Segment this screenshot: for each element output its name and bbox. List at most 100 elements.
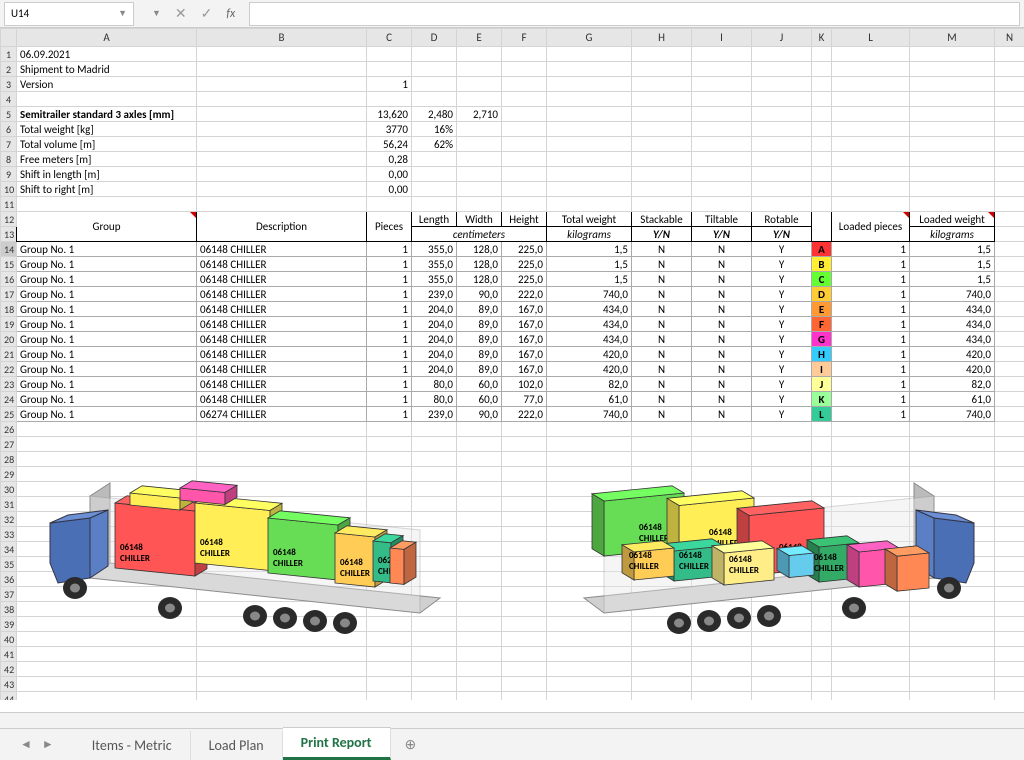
- cell-A26[interactable]: [17, 422, 197, 437]
- cell-M43[interactable]: [910, 677, 995, 692]
- row-header-6[interactable]: 6: [1, 122, 17, 137]
- cell-F43[interactable]: [502, 677, 547, 692]
- row-header-38[interactable]: 38: [1, 602, 17, 617]
- cell-B5[interactable]: [197, 107, 367, 122]
- cell-lw-15[interactable]: 1,5: [910, 257, 995, 272]
- cell-A4[interactable]: [17, 92, 197, 107]
- name-box[interactable]: U14 ▼: [4, 2, 134, 26]
- cell-r-19[interactable]: Y: [752, 317, 812, 332]
- row-header-44[interactable]: 44: [1, 692, 17, 701]
- cell-J10[interactable]: [752, 182, 812, 197]
- row-header-37[interactable]: 37: [1, 587, 17, 602]
- cell-h-14[interactable]: 225,0: [502, 242, 547, 257]
- cell-I26[interactable]: [692, 422, 752, 437]
- cell-J9[interactable]: [752, 167, 812, 182]
- cell-N43[interactable]: [995, 677, 1024, 692]
- cell-desc-14[interactable]: 06148 CHILLER: [197, 242, 367, 257]
- cell-lp-15[interactable]: 1: [832, 257, 910, 272]
- cell-I9[interactable]: [692, 167, 752, 182]
- cell-desc-16[interactable]: 06148 CHILLER: [197, 272, 367, 287]
- row-header-28[interactable]: 28: [1, 452, 17, 467]
- cell-D1[interactable]: [412, 47, 457, 62]
- cell-h-18[interactable]: 167,0: [502, 302, 547, 317]
- cell-M10[interactable]: [910, 182, 995, 197]
- cell-s-19[interactable]: N: [632, 317, 692, 332]
- cell-lp-24[interactable]: 1: [832, 392, 910, 407]
- cell-H2[interactable]: [632, 62, 692, 77]
- row-header-29[interactable]: 29: [1, 467, 17, 482]
- cell-D3[interactable]: [412, 77, 457, 92]
- cell-l-22[interactable]: 204,0: [412, 362, 457, 377]
- cell-C3[interactable]: 1: [367, 77, 412, 92]
- cell-h-20[interactable]: 167,0: [502, 332, 547, 347]
- cell-J8[interactable]: [752, 152, 812, 167]
- cell-N1[interactable]: [995, 47, 1024, 62]
- cell-G9[interactable]: [547, 167, 632, 182]
- cell-l-14[interactable]: 355,0: [412, 242, 457, 257]
- cell-E9[interactable]: [457, 167, 502, 182]
- cell-I7[interactable]: [692, 137, 752, 152]
- cell-desc-24[interactable]: 06148 CHILLER: [197, 392, 367, 407]
- col-header-N[interactable]: N: [995, 29, 1024, 47]
- cell-t-14[interactable]: N: [692, 242, 752, 257]
- cell-E11[interactable]: [457, 197, 502, 212]
- cell-lw-22[interactable]: 420,0: [910, 362, 995, 377]
- cell-A11[interactable]: [17, 197, 197, 212]
- cell-tw-25[interactable]: 740,0: [547, 407, 632, 422]
- cell-w-21[interactable]: 89,0: [457, 347, 502, 362]
- cell-code-15[interactable]: B: [812, 257, 832, 272]
- cell-s-16[interactable]: N: [632, 272, 692, 287]
- cell-F11[interactable]: [502, 197, 547, 212]
- cell-J6[interactable]: [752, 122, 812, 137]
- cell-J2[interactable]: [752, 62, 812, 77]
- cell-l-21[interactable]: 204,0: [412, 347, 457, 362]
- cell-w-18[interactable]: 89,0: [457, 302, 502, 317]
- cell-M3[interactable]: [910, 77, 995, 92]
- row-header-20[interactable]: 20: [1, 332, 17, 347]
- cell-group-23[interactable]: Group No. 1: [17, 377, 197, 392]
- sheet-tab-load-plan[interactable]: Load Plan: [191, 731, 283, 760]
- cell-B9[interactable]: [197, 167, 367, 182]
- row-header-15[interactable]: 15: [1, 257, 17, 272]
- cell-h-23[interactable]: 102,0: [502, 377, 547, 392]
- cell-F5[interactable]: [502, 107, 547, 122]
- cell-group-19[interactable]: Group No. 1: [17, 317, 197, 332]
- cell-code-18[interactable]: E: [812, 302, 832, 317]
- col-header-M[interactable]: M: [910, 29, 995, 47]
- cell-G10[interactable]: [547, 182, 632, 197]
- cell-J26[interactable]: [752, 422, 812, 437]
- cell-B42[interactable]: [197, 662, 367, 677]
- cell-F6[interactable]: [502, 122, 547, 137]
- row-header-31[interactable]: 31: [1, 497, 17, 512]
- cell-l-25[interactable]: 239,0: [412, 407, 457, 422]
- row-header-18[interactable]: 18: [1, 302, 17, 317]
- cell-w-17[interactable]: 90,0: [457, 287, 502, 302]
- cell-N9[interactable]: [995, 167, 1024, 182]
- cell-L2[interactable]: [832, 62, 910, 77]
- cell-s-17[interactable]: N: [632, 287, 692, 302]
- row-header-35[interactable]: 35: [1, 557, 17, 572]
- cell-G8[interactable]: [547, 152, 632, 167]
- cell-w-23[interactable]: 60,0: [457, 377, 502, 392]
- cell-M1[interactable]: [910, 47, 995, 62]
- cell-N4[interactable]: [995, 92, 1024, 107]
- cell-D9[interactable]: [412, 167, 457, 182]
- cell-J5[interactable]: [752, 107, 812, 122]
- cell-w-16[interactable]: 128,0: [457, 272, 502, 287]
- cell-L44[interactable]: [832, 692, 910, 701]
- cell-group-14[interactable]: Group No. 1: [17, 242, 197, 257]
- cell-E5[interactable]: 2,710: [457, 107, 502, 122]
- cell-H44[interactable]: [632, 692, 692, 701]
- cell-E1[interactable]: [457, 47, 502, 62]
- tab-nav-next-icon[interactable]: ►: [42, 737, 54, 752]
- row-header-39[interactable]: 39: [1, 617, 17, 632]
- row-header-40[interactable]: 40: [1, 632, 17, 647]
- cell-I1[interactable]: [692, 47, 752, 62]
- cell-J7[interactable]: [752, 137, 812, 152]
- cell-J11[interactable]: [752, 197, 812, 212]
- cell-A1[interactable]: 06.09.2021: [17, 47, 197, 62]
- cell-I6[interactable]: [692, 122, 752, 137]
- cell-tw-24[interactable]: 61,0: [547, 392, 632, 407]
- cell-F42[interactable]: [502, 662, 547, 677]
- cancel-icon[interactable]: ✕: [175, 5, 187, 22]
